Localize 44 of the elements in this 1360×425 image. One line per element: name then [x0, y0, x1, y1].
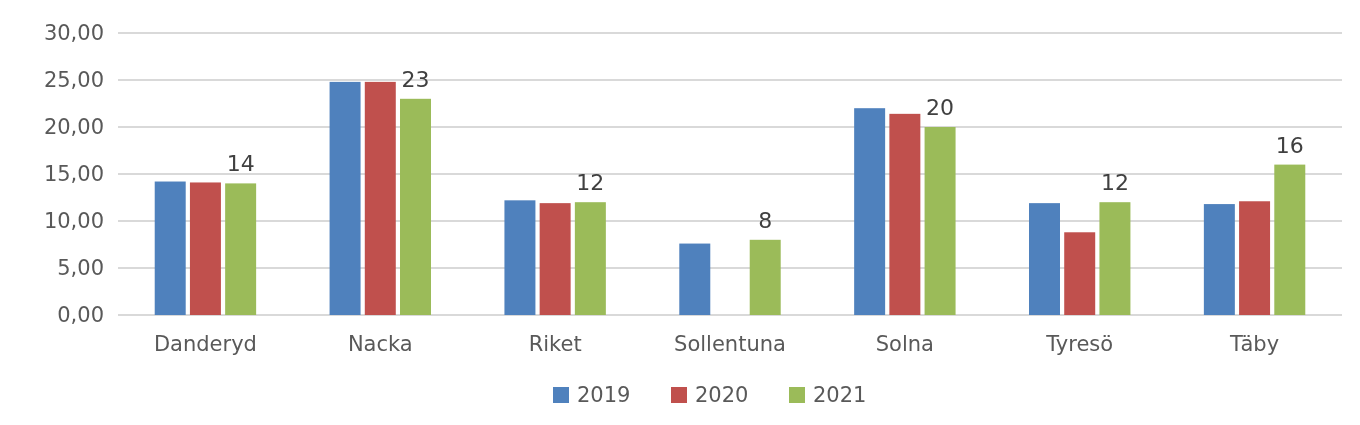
- y-tick-label: 30,00: [43, 21, 104, 46]
- y-tick-label: 5,00: [57, 256, 104, 281]
- y-tick-label: 15,00: [43, 162, 104, 187]
- x-tick-label: Nacka: [347, 332, 413, 356]
- bar: [679, 243, 711, 315]
- bar: [1274, 164, 1306, 315]
- legend-label: 2020: [695, 383, 749, 408]
- bar: [1099, 202, 1131, 315]
- data-label: 8: [758, 207, 773, 233]
- bar: [364, 81, 396, 315]
- bar: [889, 113, 921, 315]
- x-tick-label: Solna: [875, 332, 934, 356]
- x-tick-label: Täby: [1229, 332, 1280, 356]
- x-tick-label: Sollentuna: [674, 332, 786, 356]
- data-label: 12: [1100, 170, 1129, 196]
- x-tick-label: Riket: [528, 332, 582, 356]
- bar: [854, 108, 886, 315]
- bar: [1064, 232, 1096, 315]
- data-label: 12: [576, 170, 605, 196]
- y-tick-label: 10,00: [43, 209, 104, 234]
- bar: [574, 202, 606, 315]
- data-label: 20: [926, 95, 955, 120]
- x-tick-label: Danderyd: [153, 332, 257, 356]
- y-tick-label: 25,00: [43, 68, 104, 93]
- bar: [225, 183, 257, 315]
- bar: [154, 181, 186, 315]
- bar: [1029, 203, 1060, 315]
- bar: [400, 98, 431, 315]
- data-label: 23: [401, 66, 430, 92]
- bar: [189, 182, 221, 315]
- y-tick-label: 0,00: [57, 303, 104, 328]
- data-label: 16: [1275, 132, 1304, 158]
- bar: [924, 127, 956, 315]
- bar: [749, 239, 781, 315]
- bar: [1203, 204, 1235, 315]
- bar: [539, 203, 571, 315]
- bar: [329, 81, 361, 315]
- data-label: 14: [226, 151, 255, 177]
- y-tick-label: 20,00: [43, 115, 104, 140]
- bar: [504, 200, 536, 315]
- x-tick-label: Tyresö: [1045, 332, 1114, 356]
- legend-label: 2021: [813, 383, 867, 408]
- legend-label: 2019: [577, 383, 631, 408]
- bar: [1239, 201, 1271, 315]
